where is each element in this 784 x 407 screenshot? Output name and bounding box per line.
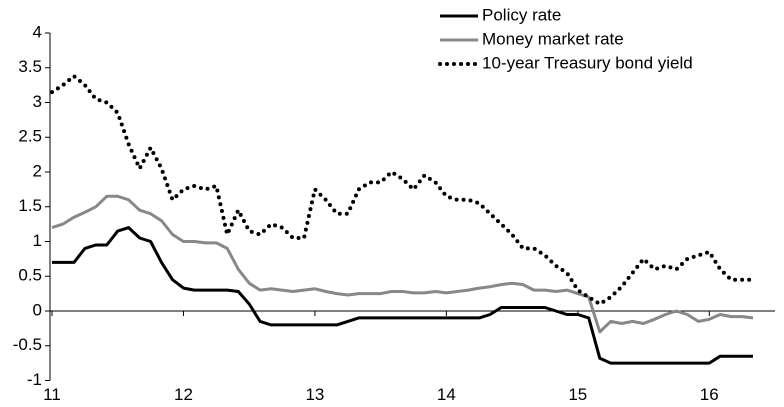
y-tick-label: 0.5 — [18, 266, 42, 285]
y-tick-label: 3.5 — [18, 57, 42, 76]
series-line — [52, 226, 753, 365]
x-tick-label: 16 — [700, 385, 719, 404]
y-tick-label: 3 — [33, 92, 42, 111]
x-tick-label: 15 — [568, 385, 587, 404]
y-tick-label: 2 — [33, 161, 42, 180]
x-tick-label: 12 — [174, 385, 193, 404]
x-tick-label: 13 — [305, 385, 324, 404]
y-tick-label: 1 — [33, 231, 42, 250]
series-line — [50, 73, 755, 307]
series-line — [51, 194, 754, 334]
y-tick-label: -1 — [27, 370, 42, 389]
x-tick-label: 14 — [437, 385, 456, 404]
y-tick-label: 2.5 — [18, 127, 42, 146]
legend-label: Money market rate — [482, 29, 624, 48]
legend-label: Policy rate — [482, 5, 561, 24]
y-tick-label: 1.5 — [18, 196, 42, 215]
y-tick-label: -0.5 — [13, 335, 42, 354]
y-tick-label: 0 — [33, 300, 42, 319]
legend-label: 10-year Treasury bond yield — [482, 53, 693, 72]
y-tick-label: 4 — [33, 22, 42, 41]
x-tick-label: 11 — [43, 385, 61, 404]
